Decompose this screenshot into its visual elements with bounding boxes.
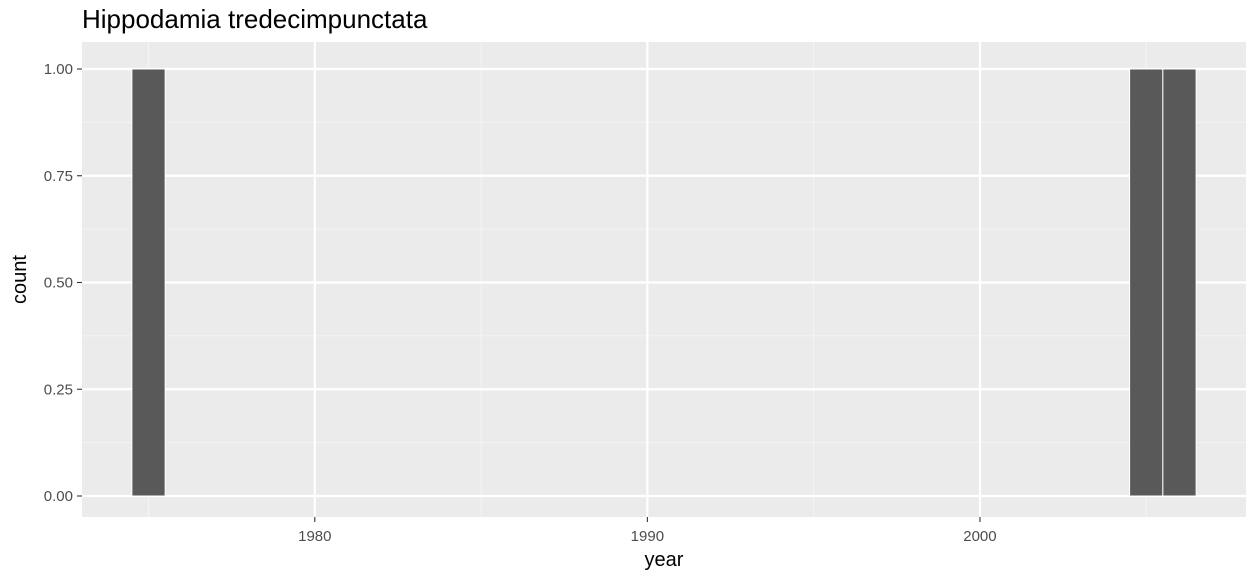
x-tick-label: 1990 xyxy=(631,528,664,545)
bars-group xyxy=(131,68,1197,497)
y-tick-label: 0.25 xyxy=(44,381,73,398)
x-tick-label: 1980 xyxy=(298,528,331,545)
x-axis: 1980 1990 2000 xyxy=(298,517,997,545)
x-axis-title: year xyxy=(645,549,684,571)
major-gridlines xyxy=(82,42,1246,517)
bar xyxy=(1162,68,1197,497)
x-tick-label: 2000 xyxy=(963,528,996,545)
bar xyxy=(131,68,166,497)
y-tick-label: 0.75 xyxy=(44,168,73,185)
y-tick-label: 1.00 xyxy=(44,61,73,78)
y-tick-label: 0.50 xyxy=(44,275,73,292)
bar xyxy=(1129,68,1164,497)
y-axis: 0.00 0.25 0.50 0.75 1.00 xyxy=(44,61,82,505)
y-tick-label: 0.00 xyxy=(44,488,73,505)
y-axis-title: count xyxy=(9,255,31,304)
chart-title: Hippodamia tredecimpunctata xyxy=(82,4,428,34)
plot-panel xyxy=(82,42,1246,517)
